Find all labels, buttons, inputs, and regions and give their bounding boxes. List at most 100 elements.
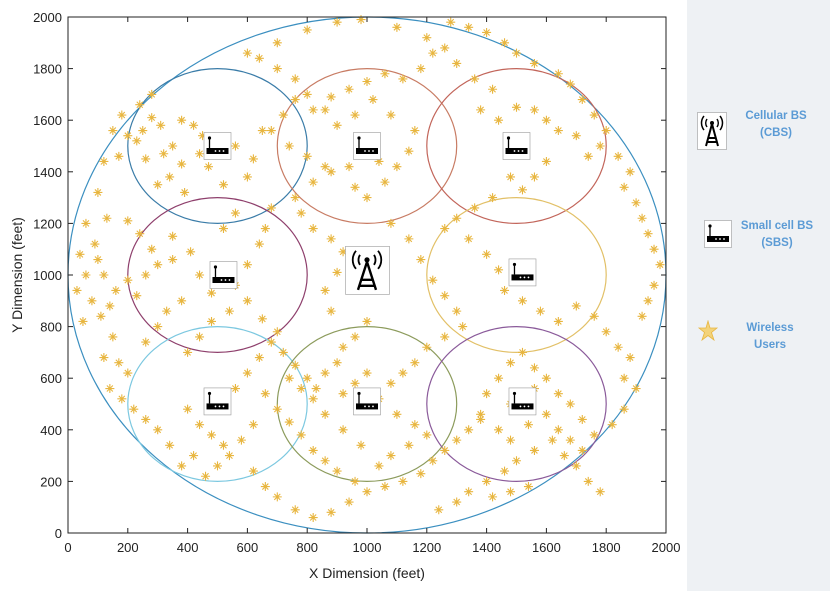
user-point — [153, 322, 163, 332]
user-point — [195, 420, 205, 430]
user-point — [332, 358, 342, 368]
user-point — [114, 151, 124, 161]
user-point — [380, 69, 390, 79]
user-point — [470, 74, 480, 84]
user-point — [147, 244, 157, 254]
user-point — [159, 149, 169, 159]
user-point — [272, 404, 282, 414]
user-point — [553, 316, 563, 326]
user-point — [625, 167, 635, 177]
user-point — [138, 126, 148, 136]
user-point — [117, 394, 127, 404]
user-point — [619, 373, 629, 383]
user-point — [320, 285, 330, 295]
user-point — [278, 110, 288, 120]
user-point — [422, 33, 432, 43]
user-point — [114, 358, 124, 368]
user-point — [398, 368, 408, 378]
user-point — [75, 249, 85, 259]
user-point — [583, 151, 593, 161]
user-point — [613, 151, 623, 161]
user-point — [452, 213, 462, 223]
user-point — [284, 417, 294, 427]
user-point — [595, 487, 605, 497]
user-point — [195, 270, 205, 280]
user-point — [613, 342, 623, 352]
user-point — [374, 156, 384, 166]
user-point — [494, 115, 504, 125]
sbs-coverage-circle-5 — [426, 197, 607, 354]
user-point — [135, 100, 145, 110]
user-point — [362, 316, 372, 326]
user-point — [416, 64, 426, 74]
x-ticks: 0 200 400 600 800 1000 1200 1400 1600 1800 2000 — [64, 17, 680, 555]
y-tick-label: 1000 — [33, 268, 62, 283]
user-point — [230, 384, 240, 394]
user-point — [416, 255, 426, 265]
user-point — [476, 414, 486, 424]
user-point — [464, 234, 474, 244]
user-point — [422, 342, 432, 352]
user-point — [643, 296, 653, 306]
user-point — [242, 296, 252, 306]
user-point — [93, 255, 103, 265]
user-point — [529, 105, 539, 115]
user-point — [290, 74, 300, 84]
y-tick-label: 400 — [40, 423, 62, 438]
base-stations — [203, 132, 537, 416]
user-point — [535, 306, 545, 316]
user-point — [99, 353, 109, 363]
x-tick-label: 400 — [177, 540, 199, 555]
user-point — [153, 425, 163, 435]
sbs-coverage-circle-3 — [426, 67, 607, 225]
user-point — [631, 384, 641, 394]
user-point — [506, 435, 516, 445]
user-point — [189, 120, 199, 130]
user-point — [410, 358, 420, 368]
user-point — [482, 249, 492, 259]
user-point — [326, 234, 336, 244]
sbs-coverage-circle-2 — [276, 67, 458, 225]
user-point — [488, 84, 498, 94]
user-point — [392, 162, 402, 172]
user-point — [177, 461, 187, 471]
user-point — [404, 146, 414, 156]
user-point — [595, 141, 605, 151]
user-point — [260, 224, 270, 234]
user-point — [81, 270, 91, 280]
user-point — [428, 48, 438, 58]
user-point — [332, 17, 342, 27]
user-point — [512, 102, 521, 112]
user-point — [156, 120, 166, 130]
user-point — [386, 378, 396, 388]
user-point — [398, 476, 408, 486]
user-point — [168, 231, 178, 241]
sbs-coverage-circle-6 — [127, 326, 308, 483]
user-point — [512, 456, 521, 466]
user-point — [332, 120, 342, 130]
user-point — [111, 285, 121, 295]
y-tick-label: 2000 — [33, 10, 62, 25]
user-point — [284, 373, 294, 383]
user-point — [147, 113, 157, 123]
user-point — [452, 435, 462, 445]
x-tick-label: 1600 — [532, 540, 561, 555]
user-point — [180, 187, 190, 197]
user-point — [201, 471, 211, 481]
user-point — [177, 115, 187, 125]
user-point — [218, 224, 228, 234]
user-point — [512, 48, 521, 58]
user-point — [308, 224, 318, 234]
user-point — [135, 229, 145, 239]
user-point — [541, 373, 551, 383]
small-cell-bs-icon — [508, 387, 537, 416]
user-point — [320, 456, 330, 466]
user-point — [583, 476, 593, 486]
user-point — [392, 409, 402, 419]
user-point — [195, 149, 205, 159]
user-point — [207, 316, 217, 326]
user-point — [500, 285, 510, 295]
user-point — [165, 172, 175, 182]
user-point — [607, 420, 617, 430]
x-tick-label: 2000 — [652, 540, 681, 555]
